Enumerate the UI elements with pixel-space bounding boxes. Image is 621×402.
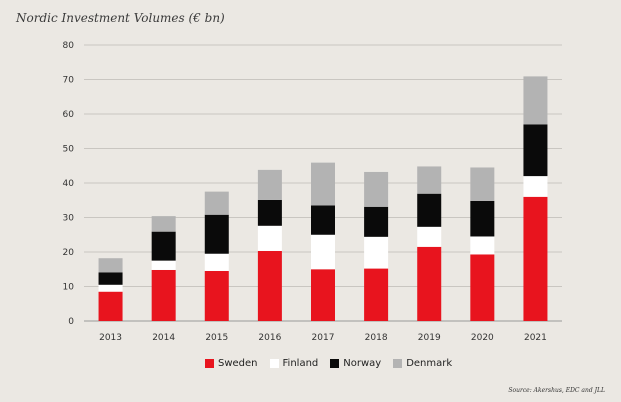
x-tick-label: 2014 bbox=[152, 333, 175, 343]
bar-finland-2018 bbox=[364, 236, 389, 269]
bar-sweden-2019 bbox=[417, 246, 442, 321]
bar-finland-2019 bbox=[417, 226, 442, 247]
bar-norway-2016 bbox=[257, 199, 282, 226]
bar-denmark-2013 bbox=[98, 258, 123, 273]
bar-sweden-2013 bbox=[98, 291, 123, 321]
bar-finland-2013 bbox=[98, 284, 123, 292]
y-tick-label: 50 bbox=[63, 145, 75, 155]
bar-sweden-2021 bbox=[523, 196, 548, 321]
legend: Sweden Finland Norway Denmark bbox=[205, 358, 452, 369]
bar-finland-2021 bbox=[523, 176, 548, 197]
x-tick-label: 2017 bbox=[312, 333, 335, 343]
legend-label: Sweden bbox=[218, 358, 258, 369]
legend-swatch bbox=[269, 359, 279, 368]
bar-denmark-2015 bbox=[204, 191, 229, 215]
bar-sweden-2018 bbox=[364, 268, 389, 321]
legend-item-denmark: Denmark bbox=[393, 358, 452, 369]
bar-sweden-2014 bbox=[151, 269, 176, 321]
legend-label: Denmark bbox=[406, 358, 453, 369]
y-tick-label: 80 bbox=[63, 41, 75, 51]
bar-denmark-2017 bbox=[311, 162, 335, 206]
y-tick-label: 30 bbox=[63, 214, 75, 224]
bar-denmark-2014 bbox=[151, 216, 176, 232]
bar-finland-2020 bbox=[470, 236, 495, 255]
bar-sweden-2015 bbox=[204, 270, 229, 321]
y-tick-label: 10 bbox=[63, 283, 75, 293]
legend-item-norway: Norway bbox=[330, 358, 381, 369]
y-tick-label: 20 bbox=[63, 248, 75, 258]
x-tick-label: 2013 bbox=[99, 333, 122, 343]
x-tick-label: 2021 bbox=[524, 333, 547, 343]
bar-sweden-2016 bbox=[257, 250, 282, 321]
bar-norway-2017 bbox=[311, 205, 335, 235]
bar-finland-2015 bbox=[204, 253, 229, 271]
bar-norway-2014 bbox=[151, 231, 176, 261]
source-note: Source: Akershus, EDC and JLL bbox=[508, 387, 605, 394]
legend-label: Finland bbox=[282, 358, 319, 369]
bar-finland-2014 bbox=[151, 260, 176, 270]
y-tick-label: 40 bbox=[63, 179, 75, 189]
bar-finland-2017 bbox=[311, 234, 335, 270]
legend-item-finland: Finland bbox=[269, 358, 319, 369]
bar-finland-2016 bbox=[257, 225, 282, 251]
x-tick-label: 2015 bbox=[205, 333, 228, 343]
bar-denmark-2019 bbox=[417, 166, 442, 194]
x-tick-label: 2018 bbox=[365, 333, 388, 343]
bar-norway-2019 bbox=[417, 193, 442, 227]
bar-sweden-2020 bbox=[470, 254, 495, 321]
bar-norway-2020 bbox=[470, 200, 495, 237]
legend-label: Norway bbox=[343, 358, 382, 369]
legend-item-sweden: Sweden bbox=[205, 358, 258, 369]
bar-sweden-2017 bbox=[311, 269, 335, 321]
bar-denmark-2018 bbox=[364, 171, 389, 207]
legend-swatch bbox=[205, 359, 214, 368]
legend-swatch bbox=[330, 359, 340, 368]
chart-title: Nordic Investment Volumes (€ bn) bbox=[16, 11, 225, 25]
legend-swatch bbox=[393, 359, 403, 368]
bar-denmark-2020 bbox=[470, 167, 495, 201]
y-tick-label: 60 bbox=[63, 110, 75, 120]
bar-norway-2018 bbox=[364, 206, 389, 237]
x-tick-label: 2019 bbox=[418, 333, 441, 343]
bar-norway-2015 bbox=[204, 214, 229, 254]
bar-norway-2013 bbox=[98, 272, 123, 285]
x-tick-label: 2020 bbox=[471, 333, 494, 343]
bar-denmark-2016 bbox=[257, 169, 282, 200]
bar-norway-2021 bbox=[523, 124, 548, 177]
y-tick-label: 70 bbox=[63, 76, 75, 86]
bar-denmark-2021 bbox=[523, 76, 548, 125]
y-tick-label: 0 bbox=[68, 317, 74, 327]
x-tick-label: 2016 bbox=[258, 333, 281, 343]
